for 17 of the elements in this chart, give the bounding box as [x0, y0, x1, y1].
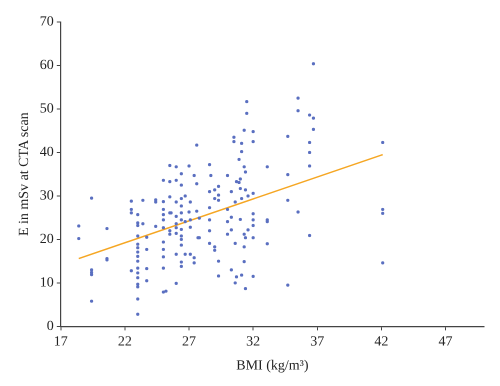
y-tick-label: 20: [40, 232, 54, 248]
x-tick-label: 37: [310, 334, 324, 350]
y-axis-title: E in mSv at CTA scan: [17, 112, 32, 236]
y-tick-label: 60: [40, 58, 54, 74]
y-tick-label: 50: [40, 102, 54, 117]
x-tick-label: 42: [374, 334, 388, 350]
y-tick-label: 10: [40, 276, 54, 291]
x-tick-label: 32: [246, 334, 260, 350]
x-tick-label: 27: [182, 334, 196, 350]
x-axis-title: BMI (kg/m³): [236, 358, 309, 374]
y-tick-label: 40: [40, 145, 54, 160]
x-tick-label: 22: [118, 334, 132, 350]
x-tick-label: 47: [438, 334, 453, 350]
x-tick-label: 17: [54, 334, 68, 350]
y-tick-label: 70: [40, 14, 54, 30]
y-tick-label: 30: [40, 188, 54, 204]
y-tick-label: 0: [46, 319, 54, 334]
